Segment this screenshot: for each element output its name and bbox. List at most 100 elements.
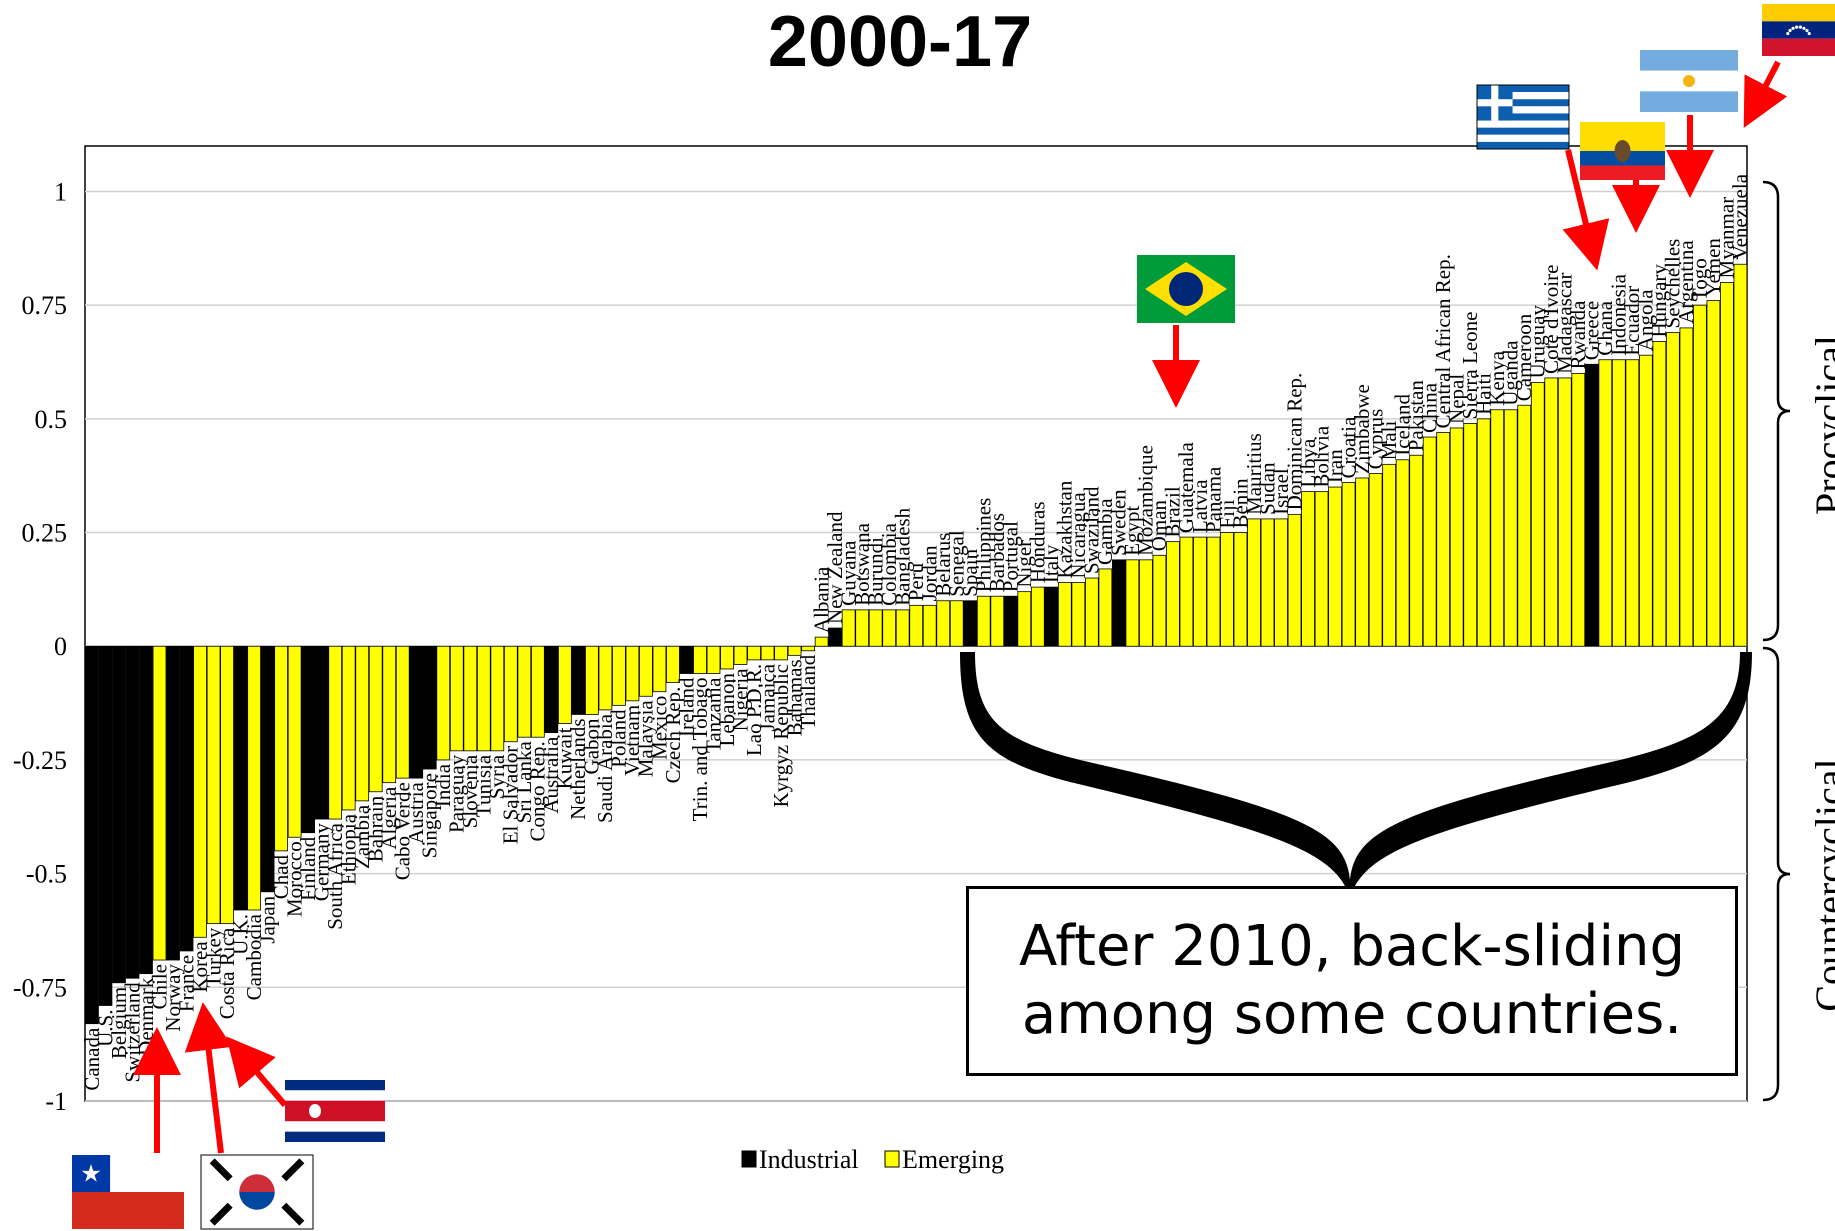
country-label: Paraguay: [445, 754, 469, 833]
bar: [1476, 418, 1491, 647]
bar: [558, 645, 572, 724]
country-label: Ireland: [674, 677, 698, 737]
bar: [1166, 541, 1180, 647]
country-label: Trin. and Tobago: [688, 678, 712, 822]
country-label: Chile: [147, 964, 171, 1010]
bar: [382, 645, 397, 784]
bar: [341, 645, 356, 811]
country-label: Burundi: [863, 537, 887, 606]
country-label: Cabo Verde: [391, 782, 415, 880]
country-label: Spain: [958, 548, 982, 596]
countercyclical-bracket: [1762, 646, 1791, 1102]
y-tick-label: -1: [45, 1087, 67, 1116]
country-label: Czech Rep.: [661, 687, 685, 784]
bar: [1409, 454, 1424, 647]
country-label: Kazakhstan: [1053, 480, 1077, 578]
bar: [463, 645, 478, 752]
venezuela-flag: [1762, 4, 1835, 56]
country-label: Dominican Rep.: [1282, 373, 1306, 511]
bar: [936, 600, 951, 647]
country-label: Ethiopia: [336, 813, 360, 885]
country-label: Madagascar: [1553, 272, 1577, 373]
country-label: Kyrgyz Republic: [769, 664, 793, 808]
bar: [1584, 363, 1599, 647]
bar: [652, 645, 667, 693]
bar: [1314, 491, 1329, 647]
country-label: India: [431, 763, 455, 807]
country-label: Libya: [1296, 438, 1320, 488]
y-tick-label: 1: [54, 177, 67, 206]
bar: [1152, 554, 1167, 647]
country-label: Lebanon: [715, 672, 739, 746]
country-label: Syria: [485, 754, 509, 799]
country-label: Benin: [1228, 478, 1252, 529]
bar: [1422, 436, 1437, 647]
country-label: Central African Rep.: [1431, 254, 1455, 428]
country-label: Senegal: [945, 530, 969, 597]
bar: [598, 645, 613, 711]
country-label: Malaysia: [634, 700, 658, 778]
bar: [1530, 382, 1545, 647]
korea-arrow: [184, 1002, 233, 1154]
bar: [1693, 304, 1707, 647]
country-label: Zambia: [350, 804, 374, 869]
bar: [166, 645, 180, 961]
country-label: Canada: [80, 1027, 104, 1091]
country-label: Norway: [161, 964, 185, 1032]
bar: [152, 645, 167, 961]
country-label: Albania: [809, 566, 833, 633]
bar: [287, 645, 302, 838]
country-label: Bahrain: [364, 795, 388, 862]
bar: [949, 600, 964, 647]
procyclical-label: Procyclical: [1807, 335, 1835, 515]
y-tick-label: 0: [54, 632, 67, 661]
country-label: Mozambique: [1134, 445, 1158, 556]
bar: [206, 645, 221, 925]
country-label: Nigeria: [728, 668, 752, 732]
bar: [693, 645, 707, 674]
bar: [1057, 582, 1072, 647]
bar: [125, 645, 140, 979]
country-label: Togo: [1688, 258, 1712, 301]
country-label: Indonesia: [1607, 273, 1631, 355]
country-label: Croatia: [1336, 416, 1360, 478]
bar: [1598, 359, 1613, 647]
country-label: Niger: [1012, 540, 1036, 588]
legend: Industrial Emerging: [741, 1145, 1004, 1174]
country-label: Ecuador: [1620, 286, 1644, 356]
bar: [922, 604, 937, 647]
bar: [1071, 582, 1086, 647]
country-label: Fiji: [1215, 499, 1239, 528]
country-label: New Zealand: [823, 511, 847, 624]
svg-text:★: ★: [80, 1162, 102, 1188]
country-label: Barbados: [985, 513, 1009, 592]
bar: [1625, 359, 1640, 647]
bar: [801, 645, 815, 652]
bar: [1233, 532, 1248, 647]
country-label: Argentina: [1674, 240, 1698, 324]
country-label: Vietnam: [620, 705, 644, 776]
bar: [98, 645, 113, 1006]
bar: [1355, 477, 1369, 647]
country-label: Gabon: [580, 718, 604, 774]
bar: [828, 627, 842, 647]
bar: [1017, 591, 1032, 647]
y-tick-label: 0.5: [35, 405, 68, 434]
greece-arrow: [1562, 149, 1610, 271]
country-label: Brazil: [1161, 486, 1185, 537]
country-label: Japan: [255, 895, 279, 943]
bar: [247, 645, 261, 911]
legend-label: Emerging: [902, 1145, 1004, 1174]
bar: [490, 645, 505, 752]
country-label: Sri Lanka: [512, 741, 536, 824]
bar: [1003, 595, 1018, 647]
country-label: Bolivia: [1309, 425, 1333, 488]
bar: [1085, 577, 1099, 647]
country-label: Morocco: [282, 841, 306, 917]
bar: [868, 609, 883, 647]
bar: [301, 645, 316, 834]
country-label: Iran: [1323, 449, 1347, 483]
country-label: Oman: [1147, 499, 1171, 551]
bar: [1112, 559, 1126, 647]
